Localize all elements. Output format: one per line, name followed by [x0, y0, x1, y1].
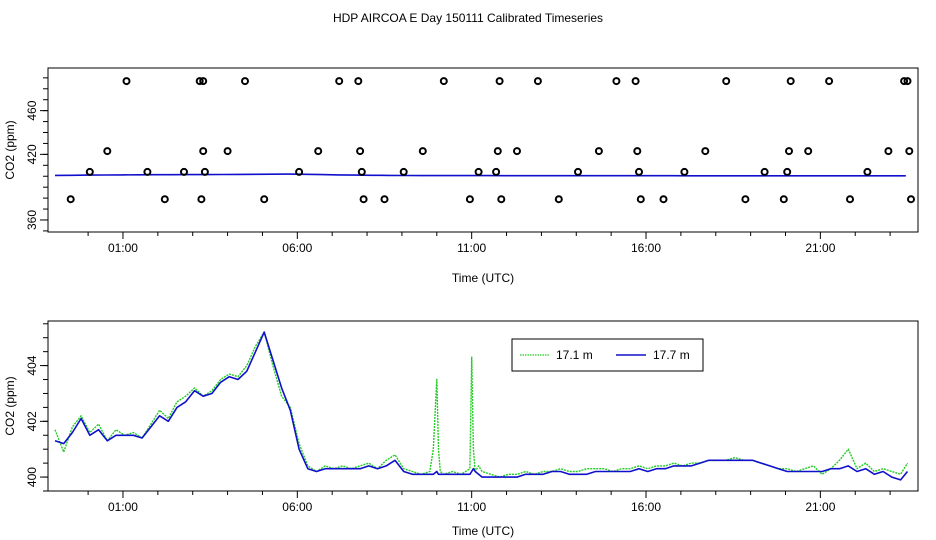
legend-label-17-1-m: 17.1 m [556, 348, 593, 362]
calibration-point [903, 77, 912, 86]
y-axis: 360 420 460 [25, 77, 48, 232]
calibration-point [439, 77, 448, 86]
calibration-point [513, 147, 521, 156]
x-tick-label: 06:00 [282, 500, 312, 514]
calibration-point [631, 77, 640, 86]
calibration-point [554, 195, 563, 204]
calibration-point [907, 195, 915, 204]
calibration-point [497, 195, 506, 204]
calibration-point [574, 167, 582, 176]
y-axis-label: CO2 (ppm) [3, 376, 17, 435]
x-tick-label: 01:00 [108, 241, 138, 255]
panel-calibration-points: 01:00 06:00 11:00 16:00 21:00 360 420 460 Time… [3, 67, 919, 285]
plot-frame [47, 67, 919, 233]
calibration-point [399, 167, 408, 176]
calibration-point [223, 147, 232, 156]
legend: 17.1 m 17.7 m [511, 338, 704, 372]
calibration-point [863, 167, 872, 176]
calibration-point [783, 167, 792, 176]
y-tick-label: 404 [25, 355, 39, 375]
calibration-point [295, 167, 304, 176]
calibration-point [659, 195, 668, 204]
calibration-point [495, 77, 504, 86]
x-tick-label: 16:00 [631, 241, 661, 255]
calibration-point [197, 195, 206, 204]
calibration-point [335, 77, 344, 86]
calibration-point [122, 77, 131, 86]
y-tick-label: 400 [25, 467, 39, 487]
calibration-point [180, 167, 188, 176]
x-tick-label: 21:00 [805, 241, 835, 255]
calibration-point [900, 77, 909, 86]
calibration-point [612, 77, 621, 86]
calibration-point [85, 167, 94, 176]
calibration-point [594, 147, 603, 156]
calibration-point [760, 167, 769, 176]
calibration-point [143, 167, 152, 176]
calibration-point [785, 147, 793, 156]
calibration-point [200, 167, 209, 176]
calibration-point [380, 195, 389, 204]
series-line-17-1-m [54, 331, 909, 478]
calibration-point [357, 167, 366, 176]
calibration-point [195, 77, 204, 86]
panel-co2-timeseries: 01:00 06:00 11:00 16:00 21:00 400 402 404 Time… [3, 320, 919, 538]
x-tick-label: 11:00 [457, 241, 486, 255]
x-axis-label: Time (UTC) [452, 524, 514, 538]
y-tick-label: 360 [25, 210, 39, 230]
calibration-point [884, 147, 893, 156]
series-line-17-7-m [54, 331, 909, 481]
x-tick-label: 11:00 [457, 500, 486, 514]
calibration-point [825, 77, 834, 86]
calibration-point [359, 195, 368, 204]
series-group [54, 331, 909, 481]
calibration-point [633, 147, 642, 156]
calibration-point [356, 147, 365, 156]
chart-title: HDP AIRCOA E Day 150111 Calibrated Times… [333, 11, 603, 25]
calibration-point [701, 147, 710, 156]
calibration-point [160, 195, 169, 204]
calibration-point [199, 147, 208, 156]
y-tick-label: 402 [25, 411, 39, 431]
calibration-point [492, 167, 501, 176]
x-tick-label: 06:00 [282, 241, 312, 255]
x-tick-label: 16:00 [631, 500, 661, 514]
y-axis-label: CO2 (ppm) [3, 120, 17, 179]
calibration-point [241, 77, 249, 86]
calibration-point [314, 147, 323, 156]
calibration-point [465, 195, 474, 204]
y-axis: 400 402 404 [25, 323, 48, 492]
calibration-point [66, 195, 75, 204]
calibration-point [474, 167, 483, 176]
calibration-point [354, 77, 363, 86]
point-group [66, 77, 915, 204]
calibration-point [260, 195, 269, 204]
x-tick-label: 01:00 [108, 500, 138, 514]
x-axis: 01:00 06:00 11:00 16:00 21:00 [87, 491, 891, 514]
x-axis-label: Time (UTC) [452, 271, 514, 285]
x-tick-label: 21:00 [805, 500, 835, 514]
plot-frame [47, 320, 919, 492]
calibration-point [199, 77, 208, 86]
calibration-point [779, 195, 788, 204]
x-axis: 01:00 06:00 11:00 16:00 21:00 [87, 232, 891, 255]
calibration-point [680, 167, 689, 176]
calibration-point [493, 147, 502, 156]
calibration-point [636, 195, 645, 204]
legend-label-17-7-m: 17.7 m [653, 348, 690, 362]
calibration-point [722, 77, 731, 86]
calibration-point [103, 147, 112, 156]
calibration-point [846, 195, 854, 204]
calibration-point [804, 147, 813, 156]
calibration-point [905, 147, 914, 156]
calibration-point [786, 77, 795, 86]
y-tick-label: 420 [25, 144, 39, 164]
calibration-point [741, 195, 750, 204]
calibration-point [533, 77, 542, 86]
calibration-point [418, 147, 427, 156]
calibration-point [635, 167, 643, 176]
y-tick-label: 460 [25, 100, 39, 120]
